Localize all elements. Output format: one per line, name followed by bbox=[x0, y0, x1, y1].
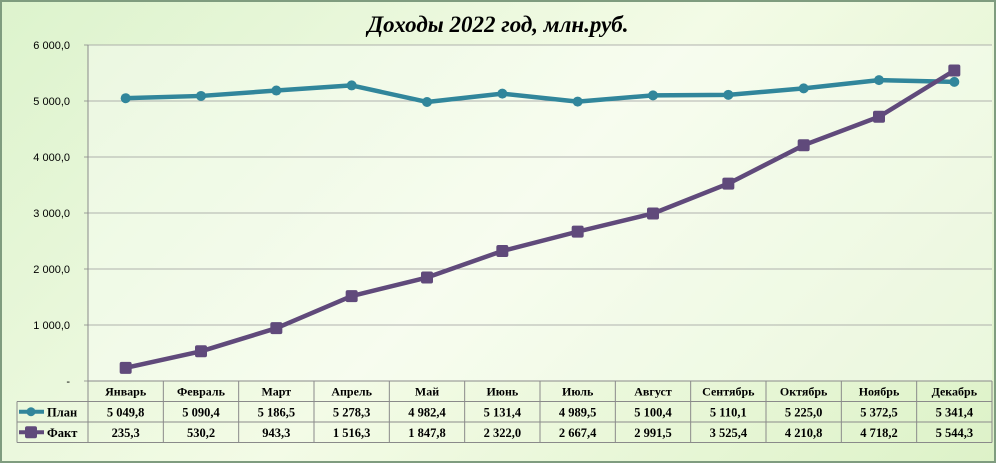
data-point bbox=[120, 93, 131, 104]
x-category-label: Январь bbox=[105, 385, 147, 399]
data-point bbox=[422, 96, 432, 107]
data-point bbox=[571, 225, 584, 238]
data-point bbox=[271, 85, 282, 96]
data-point bbox=[497, 88, 508, 99]
data-table-value: 5 372,5 bbox=[860, 405, 898, 419]
data-table-value: 4 210,8 bbox=[785, 426, 823, 440]
x-category-label: Июнь bbox=[486, 385, 518, 399]
data-table-value: 5 186,5 bbox=[258, 405, 296, 419]
data-table-value: 5 225,0 bbox=[785, 405, 823, 419]
data-point bbox=[648, 90, 658, 101]
data-table-value: 235,3 bbox=[112, 426, 140, 440]
data-table-value: 5 090,4 bbox=[182, 405, 220, 419]
data-point bbox=[421, 271, 433, 284]
data-table-value: 5 278,3 bbox=[333, 405, 371, 419]
data-point bbox=[647, 207, 659, 220]
data-table-value: 3 525,4 bbox=[710, 426, 748, 440]
data-point bbox=[195, 345, 207, 358]
x-category-label: Сентябрь bbox=[702, 385, 755, 399]
y-tick-label: 4 000,0 bbox=[33, 152, 70, 164]
x-category-label: Февраль bbox=[177, 385, 226, 399]
data-table-value: 5 049,8 bbox=[107, 405, 145, 419]
data-table-value: 4 982,4 bbox=[408, 405, 446, 419]
data-table-value: 5 131,4 bbox=[484, 405, 522, 419]
x-category-label: Май bbox=[415, 385, 439, 399]
data-table-value: 2 667,4 bbox=[559, 426, 597, 440]
data-point bbox=[346, 80, 357, 91]
data-point bbox=[496, 244, 509, 257]
data-point bbox=[874, 75, 884, 86]
data-point bbox=[948, 64, 961, 77]
series-line-Факт bbox=[125, 68, 956, 371]
data-point bbox=[797, 139, 810, 152]
y-tick-label: 2 000,0 bbox=[33, 264, 70, 276]
data-table-value: 1 516,3 bbox=[333, 426, 371, 440]
y-tick-label: 5 000,0 bbox=[33, 96, 70, 108]
x-category-label: Август bbox=[634, 385, 672, 399]
data-point bbox=[873, 110, 885, 123]
x-category-label: Апрель bbox=[331, 385, 372, 399]
data-table-value: 5 100,4 bbox=[634, 405, 672, 419]
data-point bbox=[722, 177, 735, 190]
x-category-label: Ноябрь bbox=[859, 385, 900, 399]
data-table-value: 530,2 bbox=[187, 426, 215, 440]
data-table-value: 4 989,5 bbox=[559, 405, 597, 419]
y-tick-label: 6 000,0 bbox=[33, 40, 70, 52]
y-tick-label: 1 000,0 bbox=[33, 320, 70, 332]
x-category-label: Октябрь bbox=[780, 385, 828, 399]
x-category-label: Март bbox=[261, 385, 291, 399]
data-point bbox=[345, 290, 358, 303]
data-point bbox=[270, 322, 283, 335]
x-category-label: Июль bbox=[562, 385, 594, 399]
data-point bbox=[572, 96, 583, 107]
data-table-value: 2 991,5 bbox=[634, 426, 672, 440]
legend-key-marker bbox=[25, 426, 37, 439]
legend-label: План bbox=[47, 405, 77, 419]
data-table-value: 5 341,4 bbox=[936, 405, 974, 419]
data-table-value: 5 110,1 bbox=[710, 405, 747, 419]
x-category-label: Декабрь bbox=[932, 385, 978, 399]
data-point bbox=[723, 89, 734, 100]
data-point bbox=[949, 76, 960, 87]
data-table-value: 5 544,3 bbox=[936, 426, 974, 440]
data-table-value: 1 847,8 bbox=[408, 426, 446, 440]
legend-key-marker bbox=[26, 407, 36, 417]
data-table-value: 2 322,0 bbox=[484, 426, 522, 440]
y-tick-label: 3 000,0 bbox=[33, 208, 70, 220]
series-line-План bbox=[125, 77, 955, 105]
data-point bbox=[119, 361, 132, 374]
legend-label: Факт bbox=[47, 426, 77, 440]
data-table-value: 4 718,2 bbox=[860, 426, 898, 440]
data-point bbox=[196, 90, 206, 101]
y-tick-label: - bbox=[66, 376, 70, 388]
data-point bbox=[798, 83, 809, 94]
data-table-value: 943,3 bbox=[262, 426, 290, 440]
chart-title: Доходы 2022 год, млн.руб. bbox=[367, 12, 629, 37]
